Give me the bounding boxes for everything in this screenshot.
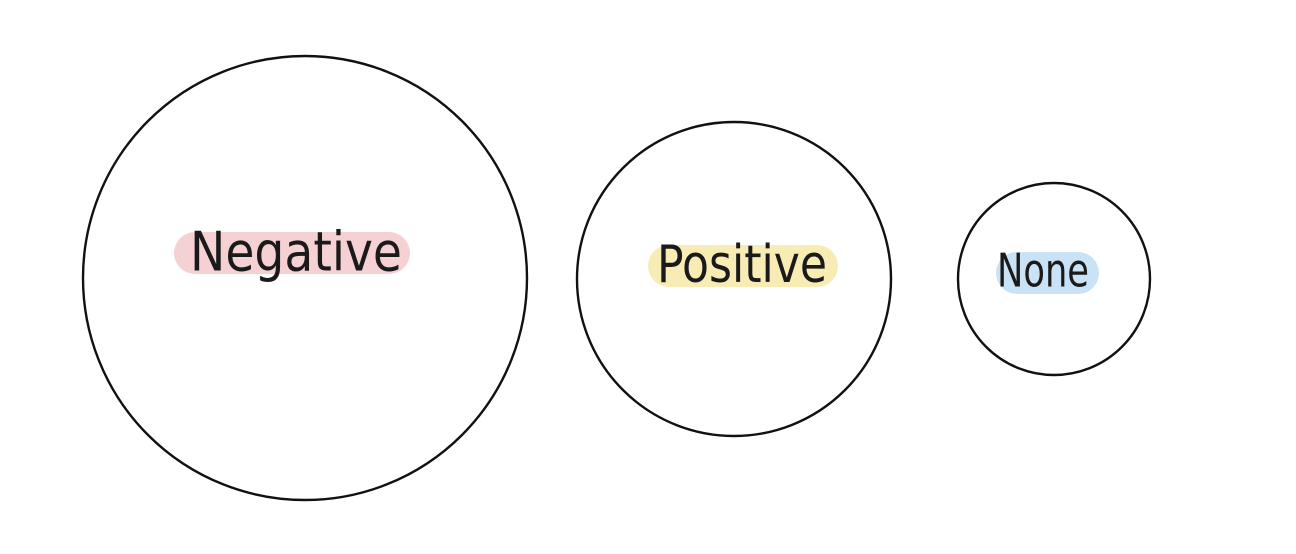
node-positive: Positive [575,120,893,438]
label-negative: Negative [190,221,402,284]
label-none: None [997,244,1089,298]
node-none: None [956,181,1152,377]
highlight-positive [648,245,838,287]
circle-negative [81,54,529,502]
node-negative: Negative [81,54,529,502]
label-positive: Positive [657,235,827,295]
highlight-negative [174,232,410,274]
highlight-none [996,252,1099,294]
